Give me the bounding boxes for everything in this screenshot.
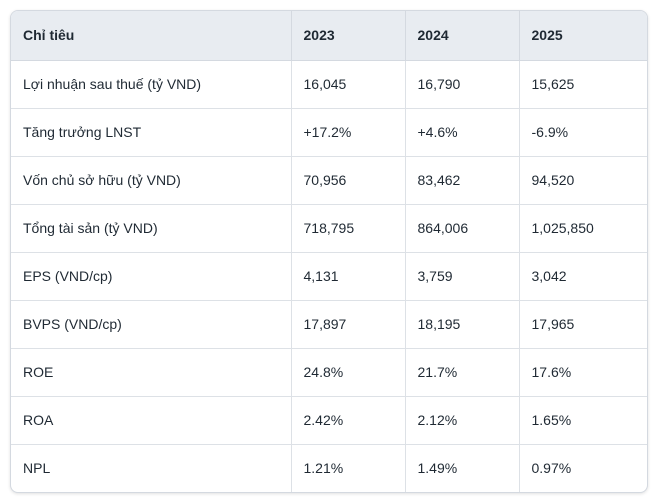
table-row: BVPS (VND/cp) 17,897 18,195 17,965 xyxy=(11,300,647,349)
row-label: Vốn chủ sở hữu (tỷ VND) xyxy=(11,156,292,205)
table-row: EPS (VND/cp) 4,131 3,759 3,042 xyxy=(11,252,647,301)
cell-value: 4,131 xyxy=(291,252,406,301)
header-indicator: Chỉ tiêu xyxy=(11,11,292,61)
cell-value: -6.9% xyxy=(519,108,647,157)
table-header-row: Chỉ tiêu 2023 2024 2025 xyxy=(11,11,647,61)
cell-value: 1.21% xyxy=(291,444,406,492)
cell-value: 1,025,850 xyxy=(519,204,647,253)
row-label: NPL xyxy=(11,444,292,492)
cell-value: 17.6% xyxy=(519,348,647,397)
table-row: Tăng trưởng LNST +17.2% +4.6% -6.9% xyxy=(11,108,647,157)
cell-value: 83,462 xyxy=(405,156,520,205)
cell-value: 16,790 xyxy=(405,60,520,109)
cell-value: +4.6% xyxy=(405,108,520,157)
cell-value: 718,795 xyxy=(291,204,406,253)
row-label: BVPS (VND/cp) xyxy=(11,300,292,349)
row-label: ROA xyxy=(11,396,292,445)
table-row: Lợi nhuận sau thuế (tỷ VND) 16,045 16,79… xyxy=(11,60,647,109)
cell-value: 3,042 xyxy=(519,252,647,301)
header-year-2024: 2024 xyxy=(405,11,520,61)
cell-value: 17,965 xyxy=(519,300,647,349)
cell-value: 94,520 xyxy=(519,156,647,205)
cell-value: 16,045 xyxy=(291,60,406,109)
cell-value: 24.8% xyxy=(291,348,406,397)
table-row: Vốn chủ sở hữu (tỷ VND) 70,956 83,462 94… xyxy=(11,156,647,205)
table-row: ROE 24.8% 21.7% 17.6% xyxy=(11,348,647,397)
financial-table-card: Chỉ tiêu 2023 2024 2025 Lợi nhuận sau th… xyxy=(10,10,648,493)
row-label: Tăng trưởng LNST xyxy=(11,108,292,157)
cell-value: 17,897 xyxy=(291,300,406,349)
row-label: EPS (VND/cp) xyxy=(11,252,292,301)
cell-value: 15,625 xyxy=(519,60,647,109)
header-year-2025: 2025 xyxy=(519,11,647,61)
cell-value: 2.12% xyxy=(405,396,520,445)
financial-table: Chỉ tiêu 2023 2024 2025 Lợi nhuận sau th… xyxy=(11,11,647,492)
cell-value: +17.2% xyxy=(291,108,406,157)
row-label: Lợi nhuận sau thuế (tỷ VND) xyxy=(11,60,292,109)
row-label: ROE xyxy=(11,348,292,397)
table-row: Tổng tài sản (tỷ VND) 718,795 864,006 1,… xyxy=(11,204,647,253)
cell-value: 1.49% xyxy=(405,444,520,492)
cell-value: 1.65% xyxy=(519,396,647,445)
cell-value: 18,195 xyxy=(405,300,520,349)
cell-value: 70,956 xyxy=(291,156,406,205)
cell-value: 3,759 xyxy=(405,252,520,301)
row-label: Tổng tài sản (tỷ VND) xyxy=(11,204,292,253)
cell-value: 2.42% xyxy=(291,396,406,445)
header-year-2023: 2023 xyxy=(291,11,406,61)
cell-value: 864,006 xyxy=(405,204,520,253)
cell-value: 21.7% xyxy=(405,348,520,397)
cell-value: 0.97% xyxy=(531,460,572,477)
table-row: ROA 2.42% 2.12% 1.65% xyxy=(11,396,647,445)
table-row: NPL 1.21% 1.49% 0.97% xyxy=(11,444,647,492)
